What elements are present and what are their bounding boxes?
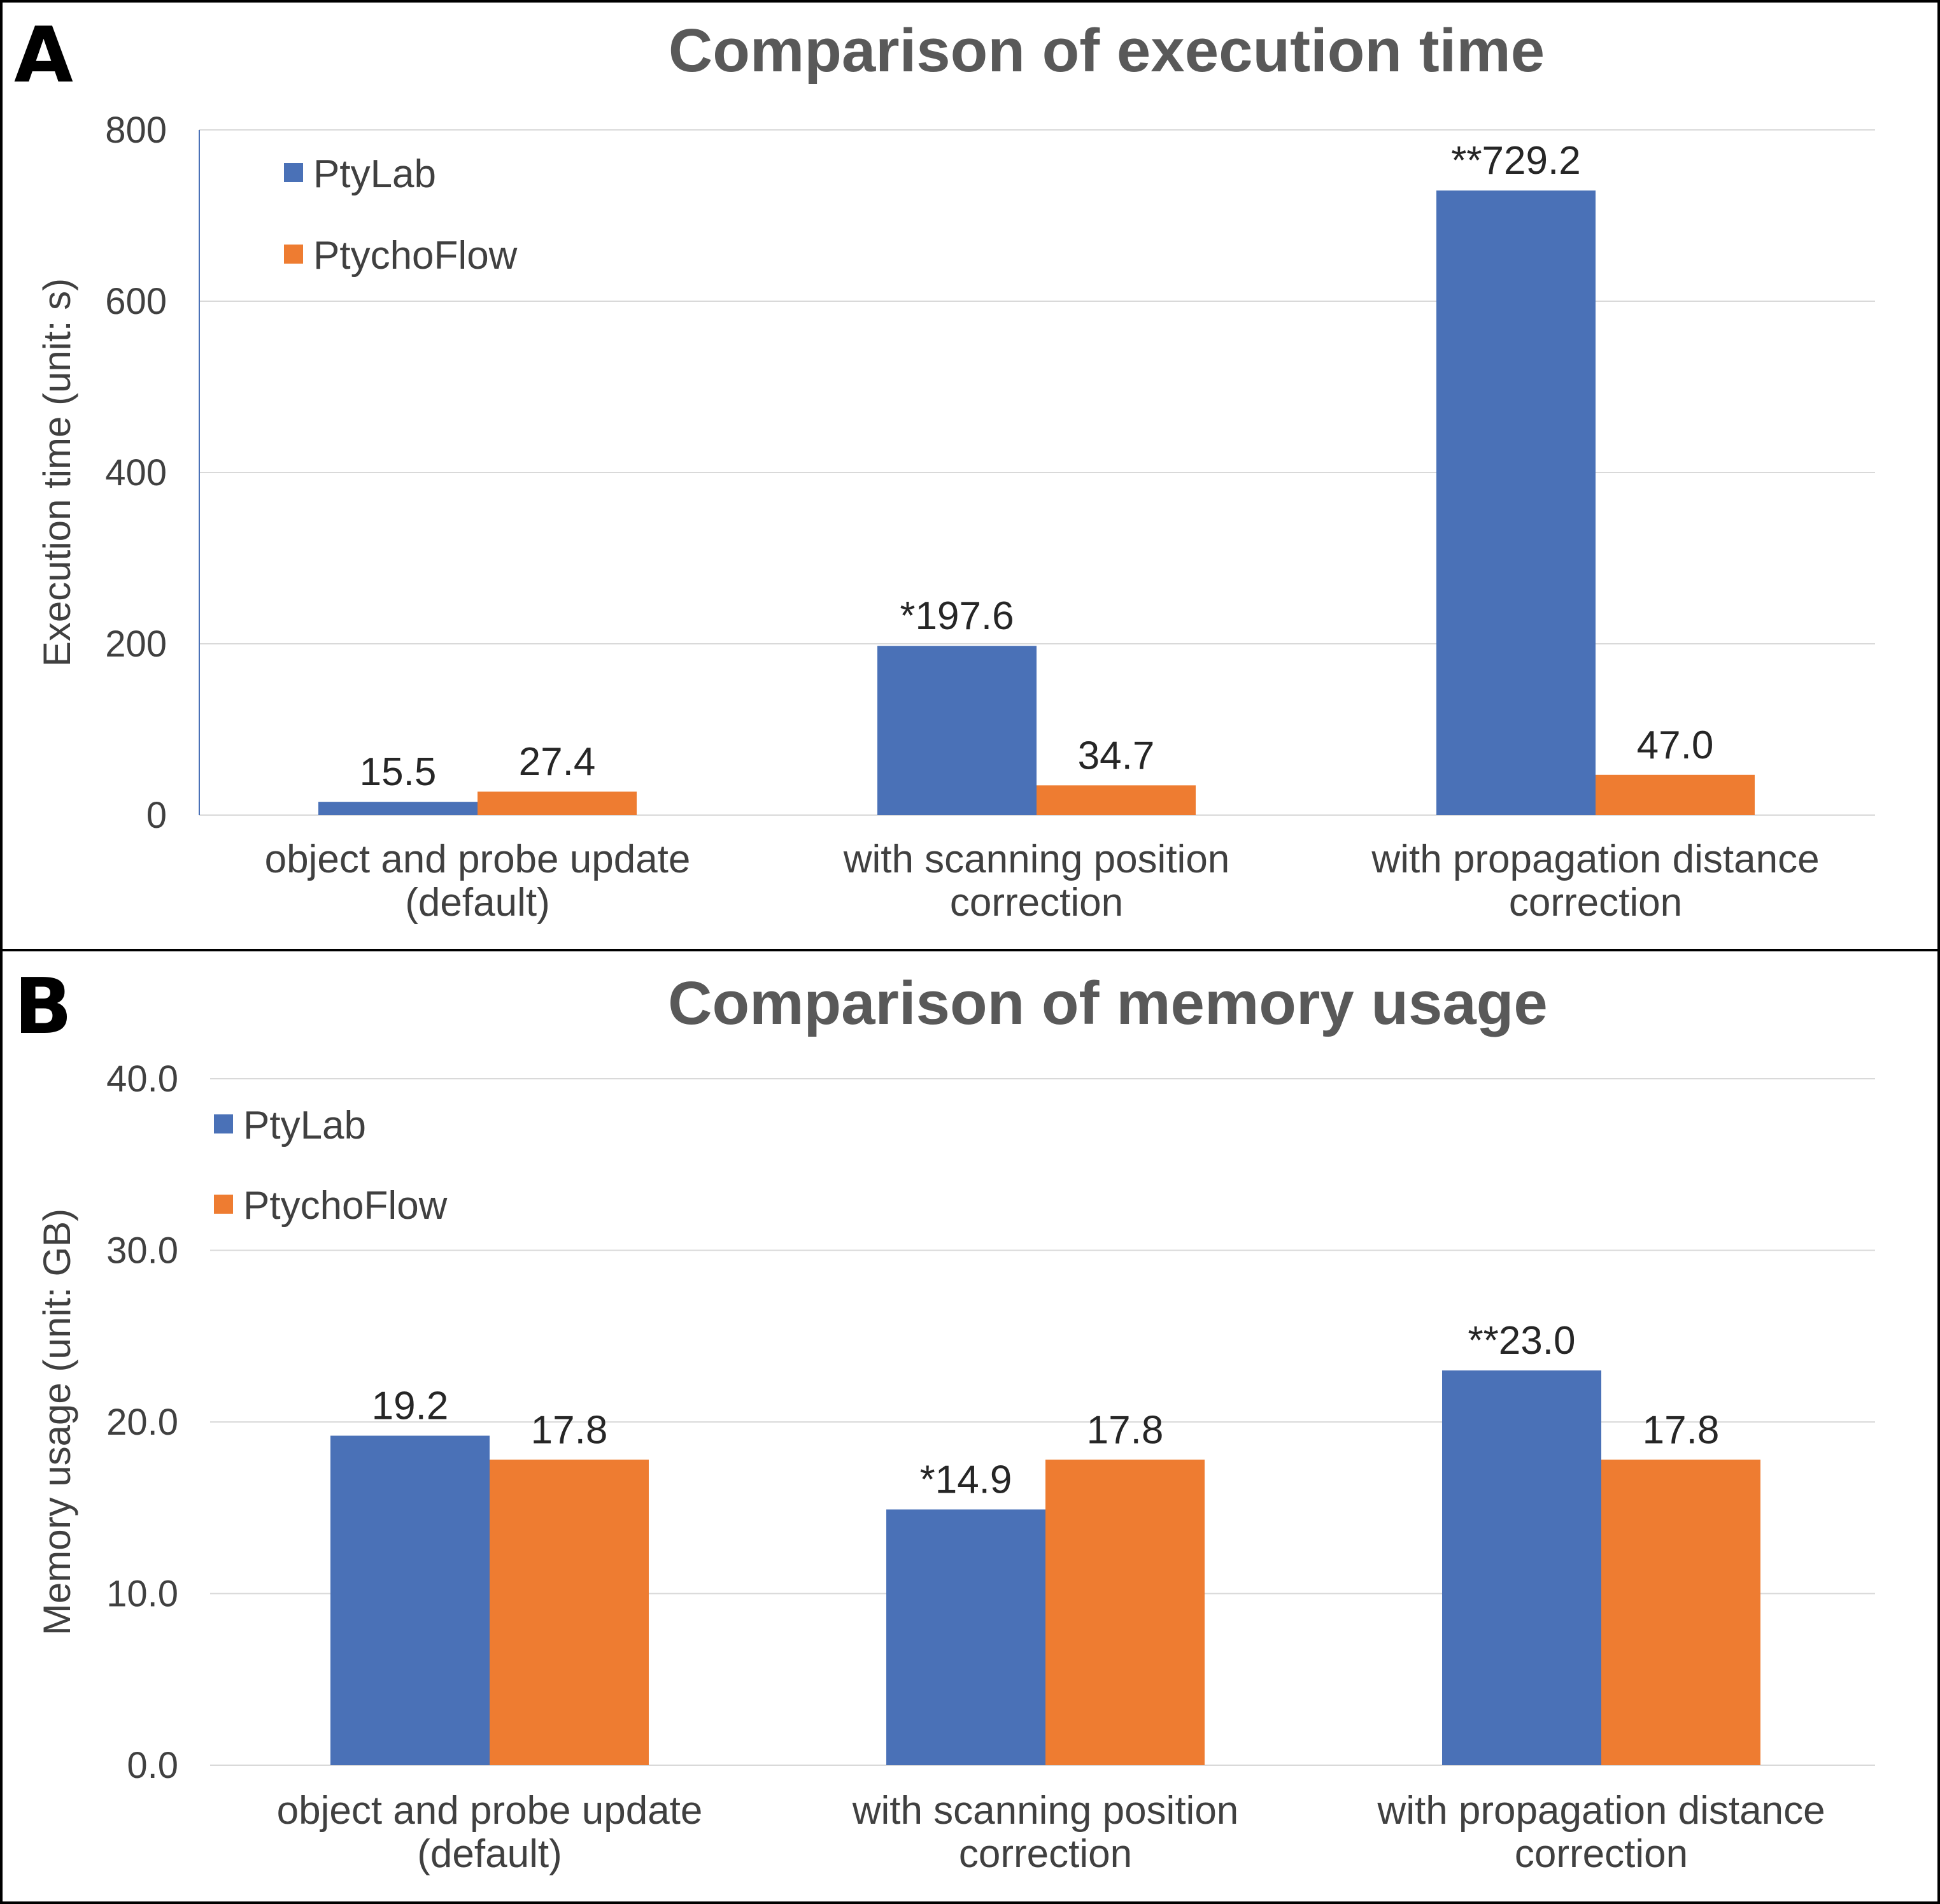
panel-b-legend-label: PtyLab: [243, 1104, 366, 1147]
panel-b-data-label: 17.8: [531, 1408, 608, 1452]
panel-b-bar-ptylab: [330, 1435, 490, 1765]
panel-a-bar-ptychoflow: [478, 792, 637, 815]
panel-a-category-label: with propagation distance: [1371, 837, 1819, 881]
panel-b-title: Comparison of memory usage: [668, 969, 1548, 1037]
panel-b-category-label: with propagation distance: [1377, 1789, 1825, 1833]
panel-a-y-axis-label: Execution time (unit: s): [36, 278, 78, 667]
panel-b-ytick-label: 0.0: [127, 1745, 178, 1786]
panel-a-category-label: correction: [1509, 881, 1682, 925]
panel-a-category-label: correction: [950, 881, 1123, 925]
panel-b-frame: [0, 949, 1940, 1904]
panel-b-category-label: correction: [1515, 1832, 1688, 1876]
panel-b-ytick-label: 10.0: [106, 1574, 178, 1615]
panel-b-legend-swatch-ptylab: [214, 1114, 233, 1133]
panel-a-title: Comparison of execution time: [669, 17, 1545, 85]
panel-b-data-label: 17.8: [1087, 1408, 1164, 1452]
panel-b-bar-ptychoflow: [1045, 1460, 1205, 1765]
panel-a-chart: 0 200 400 600 800 Execution time (unit: s) 15.…: [36, 110, 1875, 925]
panel-b-legend-label: PtychoFlow: [243, 1184, 448, 1228]
panel-a-data-label: **729.2: [1451, 139, 1580, 183]
panel-b-y-axis-label: Memory usage (unit: GB): [36, 1209, 78, 1635]
panel-b-bar-ptychoflow: [1601, 1460, 1760, 1765]
panel-a-category-label: object and probe update: [265, 837, 691, 881]
panel-a-ytick-label: 200: [105, 623, 167, 665]
panel-a-ytick-label: 800: [105, 110, 167, 151]
panel-b-ytick-label: 30.0: [106, 1230, 178, 1272]
panel-b-category-label: with scanning position: [852, 1789, 1239, 1833]
panel-a-category-label: with scanning position: [843, 837, 1230, 881]
panel-a-data-label: *197.6: [900, 594, 1014, 638]
panel-a-legend-label: PtychoFlow: [313, 234, 518, 278]
panel-a-legend-swatch-ptylab: [284, 163, 303, 182]
panel-b-ytick-label: 40.0: [106, 1058, 178, 1100]
panel-a-data-label: 27.4: [519, 740, 596, 784]
panel-a-data-label: 15.5: [360, 750, 437, 794]
panel-a-bar-ptychoflow: [1596, 774, 1755, 815]
panel-a-category-label: (default): [405, 881, 549, 925]
panel-a-legend-label: PtyLab: [313, 152, 436, 196]
panel-b-ytick-label: 20.0: [106, 1402, 178, 1443]
panel-a-bar-ptylab: [1436, 190, 1596, 815]
panel-a-legend-swatch-ptychoflow: [284, 245, 303, 264]
panel-a-ytick-label: 400: [105, 452, 167, 494]
panel-a-data-label: 47.0: [1637, 723, 1714, 767]
panel-b-bar-ptylab: [886, 1509, 1045, 1765]
panel-b-data-label: 19.2: [372, 1384, 449, 1428]
panel-a-bar-ptylab: [318, 802, 478, 815]
panel-b-legend-swatch-ptychoflow: [214, 1195, 233, 1214]
panel-b-data-label: 17.8: [1643, 1408, 1720, 1452]
panel-a-bar-ptychoflow: [1037, 785, 1196, 815]
panel-b-category-label: object and probe update: [277, 1789, 703, 1833]
panel-a-ytick-label: 600: [105, 281, 167, 322]
panel-b-letter: B: [14, 963, 72, 1051]
panel-a-bar-ptylab: [877, 646, 1037, 815]
panel-a-letter: A: [14, 11, 73, 100]
panel-b-bar-ptylab: [1442, 1370, 1601, 1765]
panel-b-chart: 0.0 10.0 20.0 30.0 40.0 Memory usage (unit: G…: [36, 1058, 1875, 1876]
panel-b-category-label: (default): [417, 1832, 562, 1876]
panel-b-bar-ptychoflow: [490, 1460, 649, 1765]
panel-b-data-label: *14.9: [920, 1458, 1012, 1502]
panel-b-category-label: correction: [959, 1832, 1132, 1876]
panel-a-data-label: 34.7: [1078, 734, 1155, 778]
panel-a-ytick-label: 0: [146, 795, 167, 836]
panel-b-data-label: **23.0: [1468, 1319, 1576, 1363]
